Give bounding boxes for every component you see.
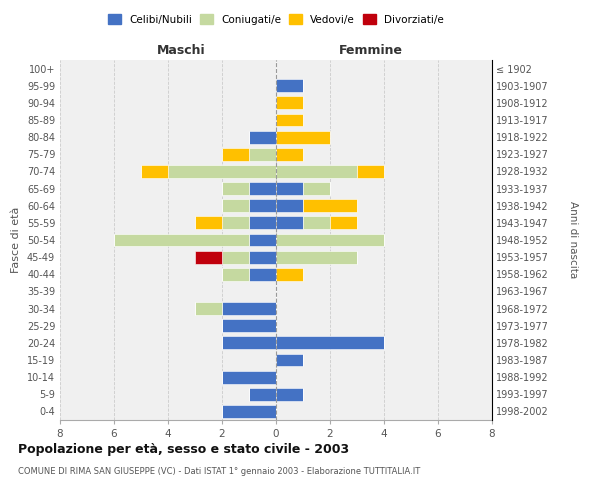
Bar [222,148,249,160]
Bar [276,80,303,92]
Bar [249,182,276,195]
Bar [249,200,276,212]
Y-axis label: Fasce di età: Fasce di età [11,207,21,273]
Bar [249,130,276,143]
Bar [276,148,303,160]
Bar [303,200,357,212]
Bar [141,165,168,178]
Bar [276,336,384,349]
Bar [330,216,357,230]
Bar [276,216,303,230]
Bar [249,388,276,400]
Bar [222,200,249,212]
Legend: Celibi/Nubili, Coniugati/e, Vedovi/e, Divorziati/e: Celibi/Nubili, Coniugati/e, Vedovi/e, Di… [104,10,448,29]
Bar [222,320,276,332]
Bar [222,336,276,349]
Bar [303,182,330,195]
Bar [357,165,384,178]
Bar [249,250,276,264]
Bar [276,268,303,280]
Bar [276,354,303,366]
Bar [276,96,303,110]
Y-axis label: Anni di nascita: Anni di nascita [568,202,578,278]
Bar [249,268,276,280]
Bar [276,114,303,126]
Bar [195,216,222,230]
Text: COMUNE DI RIMA SAN GIUSEPPE (VC) - Dati ISTAT 1° gennaio 2003 - Elaborazione TUT: COMUNE DI RIMA SAN GIUSEPPE (VC) - Dati … [18,468,420,476]
Text: Popolazione per età, sesso e stato civile - 2003: Popolazione per età, sesso e stato civil… [18,442,349,456]
Bar [276,130,330,143]
Bar [114,234,249,246]
Bar [276,200,303,212]
Bar [249,216,276,230]
Bar [303,216,330,230]
Bar [222,302,276,315]
Bar [222,216,249,230]
Bar [222,250,249,264]
Bar [276,234,384,246]
Bar [222,268,249,280]
Text: Femmine: Femmine [338,44,403,57]
Bar [249,148,276,160]
Bar [276,388,303,400]
Bar [249,234,276,246]
Bar [222,405,276,418]
Bar [222,370,276,384]
Text: Maschi: Maschi [157,44,206,57]
Bar [276,182,303,195]
Bar [276,165,357,178]
Bar [222,182,249,195]
Bar [168,165,276,178]
Bar [276,250,357,264]
Bar [195,302,222,315]
Bar [195,250,222,264]
